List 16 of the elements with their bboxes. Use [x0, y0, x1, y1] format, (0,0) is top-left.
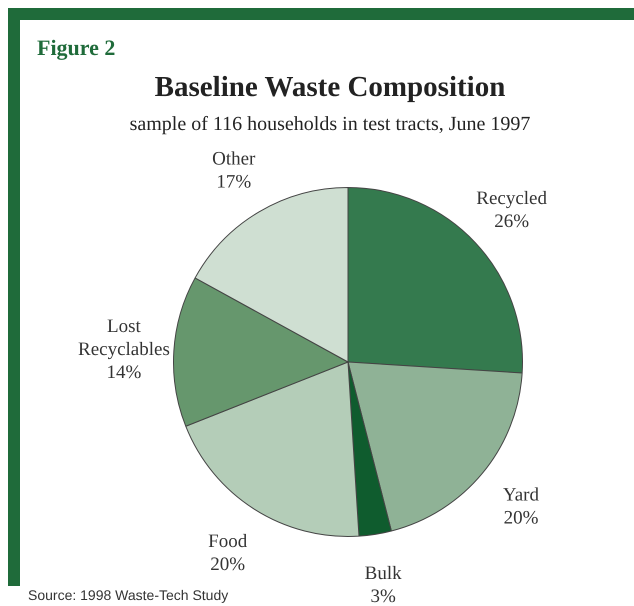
chart-subtitle: sample of 116 households in test tracts, June 1997 [130, 113, 530, 135]
slice-label: Recycled [476, 188, 548, 209]
slice-label: Bulk [364, 563, 402, 584]
slice-label: Other [212, 148, 256, 170]
data-label: 26% [494, 210, 530, 232]
data-label: 14% [106, 362, 142, 383]
data-label: 20% [210, 554, 246, 576]
caption: Figure 2 [37, 35, 116, 60]
data-label: 3% [370, 586, 396, 606]
data-label: 20% [504, 508, 539, 529]
slice-label: Yard [502, 484, 540, 506]
slice-label: Food [208, 531, 248, 552]
slice-label: Lost Recyclables [78, 316, 170, 360]
chart-title: Baseline Waste Composition [154, 71, 506, 103]
source-note: Source: 1998 Waste-Tech Study [28, 587, 228, 603]
data-label: 17% [216, 171, 252, 192]
